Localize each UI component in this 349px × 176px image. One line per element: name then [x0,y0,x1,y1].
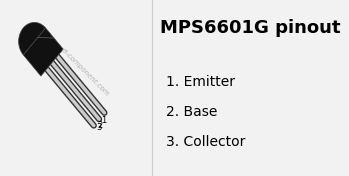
Text: 1. Emitter: 1. Emitter [166,75,235,89]
Wedge shape [18,22,46,55]
Text: 3: 3 [97,122,102,132]
Text: el-component.com: el-component.com [60,46,111,97]
Text: MPS6601G pinout: MPS6601G pinout [159,19,340,37]
Text: 3. Collector: 3. Collector [166,135,246,149]
Polygon shape [23,28,63,76]
Text: 1: 1 [101,116,106,125]
Text: 2: 2 [97,121,102,130]
Text: 2. Base: 2. Base [166,105,218,119]
